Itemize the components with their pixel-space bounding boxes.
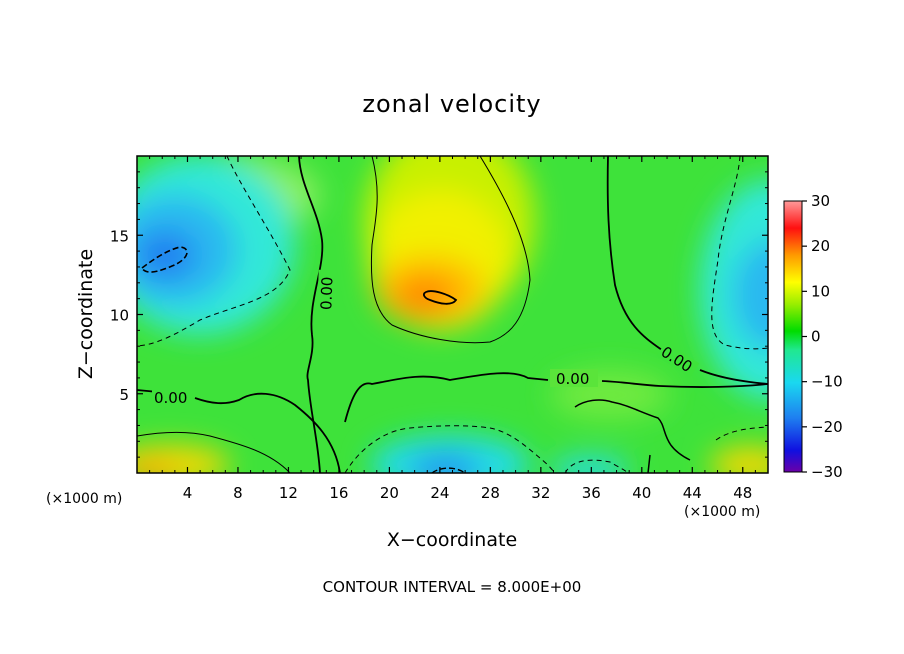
contour-label: 0.00 [556, 370, 589, 388]
x-tick-label: 48 [733, 484, 752, 502]
y-tick-label: 15 [110, 227, 129, 245]
x-unit-left: (×1000 m) [46, 491, 122, 507]
max-contour [423, 290, 458, 305]
x-tick-label: 36 [582, 484, 601, 502]
colorbar-tick-label: 30 [811, 192, 830, 210]
contour-interval: CONTOUR INTERVAL = 8.000E+00 [323, 578, 582, 596]
negative-contour-left-inner [140, 246, 188, 273]
x-tick-label: 28 [481, 484, 500, 502]
contour-label: 0.00 [154, 389, 187, 407]
x-tick-label: 24 [430, 484, 449, 502]
zero-contour-middle [137, 372, 768, 473]
negative-contour-bottom [344, 425, 768, 473]
x-tick-label: 8 [233, 484, 243, 502]
contour-label-group: 0.00 0.00 0.00 0.00 [152, 269, 700, 407]
contour-lines [137, 156, 768, 473]
field-shading [137, 156, 768, 473]
positive-contour [370, 156, 531, 344]
colorbar [783, 200, 803, 473]
y-tick-label: 10 [110, 307, 129, 325]
x-tick-label: 4 [183, 484, 193, 502]
colorbar-tick-label: −30 [811, 463, 843, 481]
x-axis-label: X−coordinate [387, 529, 517, 551]
x-unit-right: (×1000 m) [684, 504, 760, 520]
x-tick-label: 32 [531, 484, 550, 502]
x-tick-label: 16 [329, 484, 348, 502]
chart-title: zonal velocity [362, 90, 541, 118]
colorbar-tick-label: 10 [811, 282, 830, 300]
negative-contour-bottom-inner [431, 467, 466, 473]
colorbar-tick-label: 20 [811, 237, 830, 255]
zero-contour-right [606, 156, 768, 385]
colorbar-tick-label: 0 [811, 328, 821, 346]
y-tick-label: 5 [119, 386, 129, 404]
colorbar-tick-label: −10 [811, 373, 843, 391]
zero-contour-lower [574, 399, 691, 473]
contour-label: 0.00 [317, 276, 336, 310]
x-tick-label: 40 [632, 484, 651, 502]
zero-contour-left [298, 156, 324, 473]
y-axis-ticks: 5 10 15 [110, 171, 768, 458]
negative-contour-left [137, 156, 291, 347]
colorbar-tick-label: −20 [811, 418, 843, 436]
negative-contour-right [711, 156, 768, 350]
x-tick-label: 44 [683, 484, 702, 502]
colorbar-ticks: 30 20 10 0 −10 −20 −30 [802, 192, 843, 481]
positive-contour-corner [137, 431, 291, 473]
plot-area: 0.00 0.00 0.00 0.00 [137, 156, 768, 473]
y-axis-label: Z−coordinate [75, 249, 97, 379]
x-tick-label: 20 [380, 484, 399, 502]
x-axis-ticks: 4 8 12 16 20 24 28 32 36 40 44 48 [149, 156, 756, 502]
x-tick-label: 12 [279, 484, 298, 502]
